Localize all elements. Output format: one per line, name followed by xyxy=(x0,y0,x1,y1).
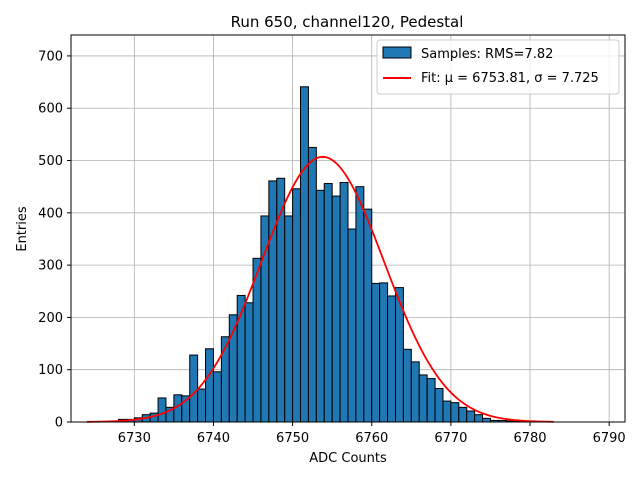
histogram-bar xyxy=(442,400,452,423)
chart-title: Run 650, channel120, Pedestal xyxy=(231,13,464,31)
histogram-bar xyxy=(387,295,396,423)
legend-box xyxy=(376,39,620,95)
y-tick-label: 400 xyxy=(38,206,63,221)
y-axis-label: Entries xyxy=(15,206,30,252)
y-tick-label: 200 xyxy=(38,311,63,326)
histogram-bar xyxy=(205,348,214,423)
x-axis-label: ADC Counts xyxy=(309,451,387,466)
x-tick-label: 6790 xyxy=(593,431,626,446)
histogram-bar xyxy=(418,374,428,423)
y-tick-label: 300 xyxy=(38,259,63,274)
histogram-bar xyxy=(434,388,444,423)
histogram-bar xyxy=(426,378,436,423)
y-tick-label: 100 xyxy=(38,363,63,378)
x-tick-label: 6770 xyxy=(434,431,467,446)
histogram-bar xyxy=(410,361,420,423)
histogram-bar xyxy=(220,336,230,423)
x-axis-ticks: 6730 6740 6750 6760 6770 6780 6790 xyxy=(118,422,626,446)
histogram-bar xyxy=(474,414,484,423)
histogram-bar xyxy=(363,208,373,423)
histogram-bar xyxy=(300,86,309,423)
x-tick-label: 6740 xyxy=(197,431,230,446)
histogram-bar xyxy=(244,302,254,423)
legend-bar-swatch xyxy=(382,46,412,59)
y-tick-label: 500 xyxy=(38,154,63,169)
x-tick-label: 6750 xyxy=(276,431,309,446)
histogram-bar xyxy=(347,228,357,423)
legend: Samples: RMS=7.82 Fit: μ = 6753.81, σ = … xyxy=(376,39,620,95)
histogram-bar xyxy=(189,354,199,423)
legend-label-fit: Fit: μ = 6753.81, σ = 7.725 xyxy=(421,71,599,86)
histogram-bar xyxy=(292,188,302,423)
histogram-bar xyxy=(466,410,476,423)
legend-label-samples: Samples: RMS=7.82 xyxy=(421,47,553,62)
histogram-bar xyxy=(450,402,460,423)
histogram-bar xyxy=(284,215,294,423)
y-tick-label: 600 xyxy=(38,102,63,117)
histogram-bar xyxy=(212,371,222,423)
y-axis-ticks: 0 100 200 300 400 500 600 700 xyxy=(38,49,71,431)
histogram-bar xyxy=(307,146,317,423)
x-tick-label: 6760 xyxy=(355,431,388,446)
histogram-bar xyxy=(197,388,207,423)
histogram-bar xyxy=(331,195,341,423)
histogram-bar xyxy=(268,180,278,423)
fit-curve xyxy=(86,155,554,423)
histogram-bar xyxy=(379,282,389,423)
fit-curve-group xyxy=(86,155,554,423)
histogram-bar xyxy=(339,181,349,423)
histogram-bar xyxy=(157,397,167,423)
x-tick-label: 6780 xyxy=(513,431,546,446)
histogram-bar xyxy=(323,183,333,423)
histogram-bar xyxy=(402,348,412,423)
plot-frame xyxy=(70,34,626,423)
x-tick-label: 6730 xyxy=(118,431,151,446)
y-tick-label: 700 xyxy=(38,49,63,64)
histogram-bar xyxy=(458,406,468,423)
histogram-bar xyxy=(371,282,381,423)
y-tick-label: 0 xyxy=(55,416,63,431)
histogram-bar xyxy=(355,186,365,423)
histogram-bar xyxy=(315,189,325,423)
histogram-bar xyxy=(482,417,491,423)
